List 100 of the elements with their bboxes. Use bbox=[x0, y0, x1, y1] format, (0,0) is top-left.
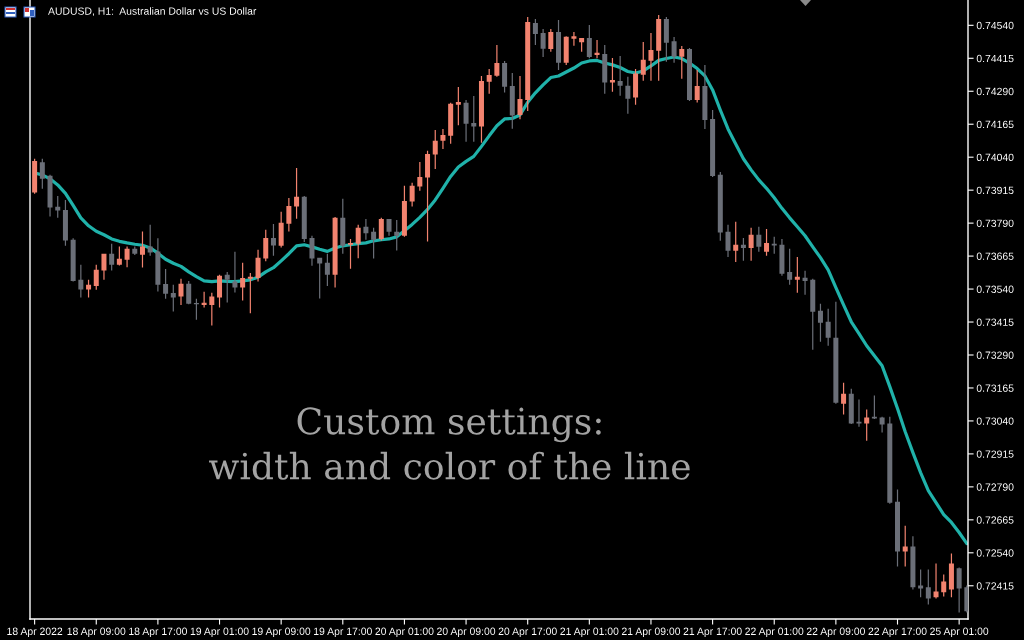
y-tick-label: 0.73290 bbox=[976, 351, 1014, 359]
candlestick bbox=[779, 238, 785, 276]
candlestick bbox=[879, 416, 885, 433]
candlestick bbox=[355, 224, 361, 259]
candlestick bbox=[609, 58, 615, 92]
candlestick bbox=[717, 171, 723, 241]
y-tick-label: 0.73040 bbox=[976, 417, 1014, 425]
candlestick bbox=[756, 226, 762, 252]
candlestick bbox=[733, 221, 739, 262]
y-tick-label: 0.73790 bbox=[976, 219, 1014, 227]
x-tick-label: 19 Apr 01:00 bbox=[190, 627, 249, 638]
candlestick bbox=[571, 31, 577, 46]
x-tick-label: 22 Apr 09:00 bbox=[806, 627, 866, 638]
candlestick bbox=[964, 585, 968, 613]
y-tick-label: 0.73665 bbox=[976, 252, 1014, 260]
candlestick bbox=[270, 223, 276, 256]
y-tick-label: 0.73415 bbox=[976, 318, 1014, 326]
candlestick bbox=[425, 150, 431, 242]
candlestick bbox=[509, 73, 515, 129]
y-tick-label: 0.74290 bbox=[976, 87, 1014, 96]
candlestick bbox=[502, 60, 508, 93]
candlestick bbox=[817, 303, 823, 342]
candlestick bbox=[39, 158, 45, 189]
candlestick bbox=[255, 249, 261, 282]
candlestick bbox=[93, 264, 99, 290]
candlestick bbox=[833, 301, 839, 404]
x-tick-label: 20 Apr 01:00 bbox=[375, 627, 434, 638]
candlestick bbox=[710, 109, 716, 177]
candlestick bbox=[586, 25, 592, 59]
candlestick bbox=[386, 218, 392, 236]
y-tick-label: 0.72790 bbox=[976, 483, 1014, 491]
candlestick bbox=[432, 130, 438, 170]
candlestick bbox=[864, 409, 870, 441]
candlestick bbox=[540, 29, 546, 57]
candlestick bbox=[371, 227, 377, 259]
y-tick-label: 0.73540 bbox=[976, 285, 1014, 293]
candlestick bbox=[463, 99, 469, 142]
candlestick bbox=[679, 45, 685, 79]
candlestick bbox=[224, 271, 230, 303]
candlestick bbox=[787, 248, 793, 285]
y-tick-label: 0.72915 bbox=[976, 450, 1014, 458]
candlestick bbox=[956, 567, 962, 613]
candlestick bbox=[478, 75, 484, 143]
candlestick bbox=[725, 224, 731, 257]
x-tick-label: 25 Apr 01:00 bbox=[930, 627, 989, 638]
candlestick bbox=[217, 274, 223, 308]
candlestick bbox=[663, 16, 669, 62]
x-tick-label: 21 Apr 17:00 bbox=[683, 627, 742, 638]
candlestick bbox=[401, 185, 407, 237]
candlestick bbox=[486, 69, 492, 94]
candlestick bbox=[494, 45, 500, 77]
candlestick bbox=[764, 228, 770, 256]
candlestick bbox=[563, 36, 569, 65]
candlestick bbox=[186, 280, 192, 305]
candlestick bbox=[617, 55, 623, 96]
candlestick bbox=[771, 236, 777, 254]
candlestick bbox=[579, 37, 585, 52]
x-tick-label: 19 Apr 09:00 bbox=[252, 627, 311, 638]
candlestick bbox=[633, 69, 639, 105]
candlestick bbox=[101, 253, 107, 280]
x-tick-label: 20 Apr 17:00 bbox=[498, 627, 557, 638]
candlestick bbox=[640, 41, 646, 81]
candlestick bbox=[548, 29, 554, 52]
candlestick bbox=[602, 45, 608, 94]
y-tick-label: 0.74040 bbox=[976, 153, 1014, 162]
candlestick bbox=[286, 198, 292, 232]
candlestick bbox=[240, 262, 246, 301]
candlestick bbox=[694, 69, 700, 103]
x-tick-label: 18 Apr 17:00 bbox=[129, 627, 188, 638]
candlestick bbox=[895, 489, 901, 567]
candlestick bbox=[702, 64, 708, 129]
candlestick bbox=[440, 128, 446, 150]
candlestick bbox=[294, 168, 300, 219]
candlestick bbox=[517, 75, 523, 120]
candlestick bbox=[532, 18, 538, 46]
candlestick bbox=[47, 174, 53, 217]
candlestick bbox=[263, 229, 269, 262]
y-tick-label: 0.74540 bbox=[976, 21, 1014, 30]
x-tick-label: 18 Apr 09:00 bbox=[67, 627, 126, 638]
candlestick bbox=[409, 182, 415, 207]
candlestick bbox=[332, 217, 338, 288]
candlestick bbox=[656, 15, 662, 81]
candlestick bbox=[116, 246, 122, 266]
candlestick bbox=[925, 569, 931, 605]
candlestick bbox=[378, 217, 384, 241]
y-tick-label: 0.72665 bbox=[976, 516, 1014, 524]
x-tick-label: 19 Apr 17:00 bbox=[314, 627, 372, 638]
candlestick bbox=[178, 278, 184, 305]
candlestick bbox=[417, 161, 423, 191]
candlestick bbox=[686, 48, 692, 102]
candlestick bbox=[70, 238, 76, 282]
candlestick bbox=[278, 211, 284, 248]
candlestick bbox=[841, 382, 847, 415]
candlestick bbox=[363, 218, 369, 240]
candlestick bbox=[887, 416, 893, 504]
candlestick bbox=[748, 227, 754, 261]
candlestick bbox=[62, 199, 68, 246]
candlestick bbox=[648, 32, 654, 81]
candlestick bbox=[132, 246, 138, 256]
candlestick bbox=[32, 158, 38, 194]
